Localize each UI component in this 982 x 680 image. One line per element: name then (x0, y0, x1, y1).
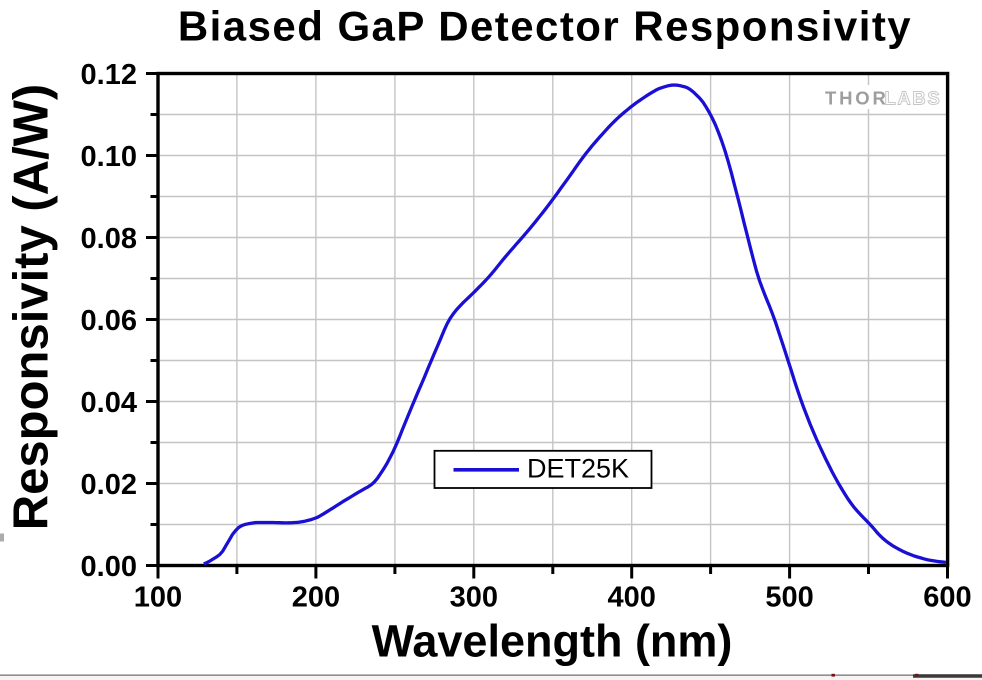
svg-text:400: 400 (608, 582, 656, 614)
svg-text:Biased GaP Detector Responsivi: Biased GaP Detector Responsivity (178, 3, 912, 50)
svg-text:0.12: 0.12 (81, 59, 137, 91)
svg-text:THOR: THOR (825, 87, 889, 108)
svg-text:LABS: LABS (885, 87, 942, 108)
svg-text:0.10: 0.10 (81, 141, 137, 173)
svg-text:0.04: 0.04 (81, 387, 137, 419)
svg-text:Responsivity (A/W): Responsivity (A/W) (5, 84, 59, 530)
svg-text:0.02: 0.02 (81, 469, 137, 501)
svg-text:0.00: 0.00 (81, 551, 137, 583)
svg-text:0.08: 0.08 (81, 223, 137, 255)
svg-text:500: 500 (765, 582, 813, 614)
svg-text:200: 200 (292, 582, 340, 614)
svg-text:600: 600 (923, 582, 971, 614)
svg-text:100: 100 (134, 582, 182, 614)
svg-text:0.06: 0.06 (81, 305, 137, 337)
svg-text:Wavelength (nm): Wavelength (nm) (372, 616, 733, 667)
svg-text:DET25K: DET25K (527, 454, 629, 484)
svg-text:300: 300 (450, 582, 498, 614)
